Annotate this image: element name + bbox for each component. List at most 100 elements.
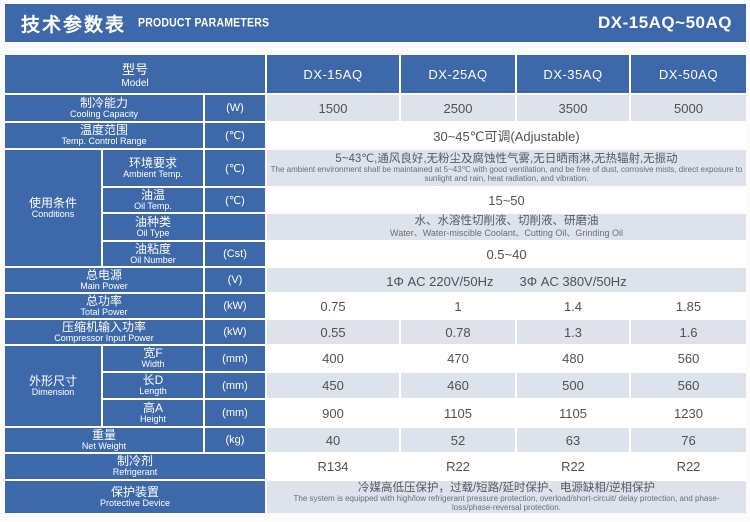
row-label-oil-type: 油种类 Oil Type	[103, 214, 203, 240]
title-bar: 技术参数表 PRODUCT PARAMETERS DX-15AQ~50AQ	[5, 4, 746, 42]
value-cell: 500	[517, 373, 629, 398]
label-en: Temp. Control Range	[61, 136, 147, 147]
unit-cell: (℃)	[205, 123, 265, 148]
model-name: DX-15AQ	[267, 55, 399, 93]
merged-value: 15~50	[267, 188, 746, 212]
row-label-total-power: 总功率 Total Power	[5, 294, 203, 318]
label-cn: 制冷剂	[116, 454, 153, 469]
group-dimension: 外形尺寸 Dimension	[5, 346, 101, 426]
value-cell: 400	[267, 346, 399, 371]
label-cn: 总功率	[85, 294, 122, 308]
group-label-cn: 外形尺寸	[28, 373, 77, 388]
row-label-weight: 重量 Net Weight	[5, 428, 203, 452]
model-name: DX-35AQ	[517, 55, 629, 93]
value-cell: 1230	[631, 400, 746, 426]
label-cn: 长D	[142, 373, 164, 388]
merged-value: 0.5~40	[267, 242, 746, 266]
value-cell: 560	[631, 373, 746, 398]
merged-value-ambient: 5~43℃,通风良好,无粉尘及腐蚀性气雾,无日晒雨淋,无热辐射,无振动 The …	[267, 150, 746, 186]
label-cn: 温度范围	[79, 123, 128, 138]
row-label-ambient: 环境要求 Ambient Temp.	[103, 150, 203, 186]
unit-cell: (kW)	[205, 320, 265, 344]
row-label-cooling: 制冷能力 Cooling Capacity	[5, 95, 203, 121]
label-cn: 总电源	[85, 268, 122, 282]
label-en: Height	[139, 413, 166, 424]
unit-cell: (V)	[205, 268, 265, 292]
value-cell: 1105	[517, 400, 629, 426]
page-title: 技术参数表	[21, 14, 127, 36]
row-label-refrigerant: 制冷剂 Refrigerant	[5, 454, 265, 479]
merged-cn: 5~43℃,通风良好,无粉尘及腐蚀性气雾,无日晒雨淋,无热辐射,无振动	[335, 152, 678, 165]
unit-cell: (kg)	[205, 428, 265, 452]
merged-en: The ambient environment shall be maintai…	[270, 164, 743, 183]
unit-cell: (℃)	[205, 150, 265, 186]
label-cn: 压缩机输入功率	[61, 320, 146, 334]
row-label-oil-number: 油粘度 Oil Number	[103, 242, 203, 266]
merged-cn: 冷媒高低压保护，过载/短路/延时保护、电源缺相/逆相保护	[357, 481, 656, 494]
unit-cell: (mm)	[205, 400, 265, 426]
label-en: Width	[141, 359, 165, 370]
value-cell: 0.75	[267, 294, 399, 318]
value-cell: 1	[401, 294, 515, 318]
label-en: Oil Number	[130, 254, 176, 265]
row-label-length: 长D Length	[103, 373, 203, 398]
value-cell: R22	[631, 454, 746, 479]
value-cell: 1.4	[517, 294, 629, 318]
merged-en: The system is equipped with high/low ref…	[293, 493, 720, 512]
value-cell: 460	[401, 373, 515, 398]
label-cn: 油温	[140, 188, 165, 202]
value-cell: 1105	[401, 400, 515, 426]
label-cn: 高A	[142, 400, 163, 415]
unit-cell: (℃)	[205, 188, 265, 212]
unit-cell: (mm)	[205, 346, 265, 371]
parameters-table: 型号 Model DX-15AQ DX-25AQ DX-35AQ DX-50AQ…	[5, 55, 746, 513]
model-header: 型号 Model	[5, 55, 265, 93]
label-cn: 保护装置	[110, 484, 159, 499]
value-cell: 0.55	[267, 320, 399, 344]
page-subtitle: PRODUCT PARAMETERS	[138, 16, 270, 30]
label-en: Net Weight	[81, 440, 127, 451]
value-cell: R134	[267, 454, 399, 479]
merged-en: Water、Water-miscible Coolant、Cutting Oil…	[390, 227, 623, 238]
model-range: DX-15AQ~50AQ	[597, 13, 732, 32]
group-conditions: 使用条件 Conditions	[5, 150, 101, 266]
model-name: DX-25AQ	[401, 55, 515, 93]
value-cell: 76	[631, 428, 746, 452]
label-cn: 制冷能力	[79, 95, 128, 110]
value-cell: 560	[631, 346, 746, 371]
label-en: Oil Temp.	[134, 200, 172, 211]
model-label-cn: 型号	[121, 62, 148, 77]
label-en: Ambient Temp.	[123, 168, 183, 179]
label-en: Main Power	[80, 280, 128, 291]
unit-cell: (kW)	[205, 294, 265, 318]
group-label-en: Dimension	[31, 386, 75, 397]
label-en: Oil Type	[136, 227, 170, 238]
value-cell: 2500	[401, 95, 515, 121]
label-en: Length	[139, 386, 167, 397]
label-cn: 油种类	[134, 214, 171, 229]
merged-value: 30~45℃可调(Adjustable)	[267, 123, 746, 148]
label-en: Cooling Capacity	[69, 108, 139, 119]
label-cn: 宽F	[143, 346, 163, 361]
row-label-width: 宽F Width	[103, 346, 203, 371]
value-cell: 52	[401, 428, 515, 452]
value-cell: 1500	[267, 95, 399, 121]
unit-cell: (W)	[205, 95, 265, 121]
model-label-en: Model	[121, 78, 149, 89]
label-en: Total Power	[80, 306, 128, 317]
value-cell: 1.6	[631, 320, 746, 344]
value-cell: 40	[267, 428, 399, 452]
merged-cn: 水、水溶性切削液、切削液、研磨油	[414, 215, 599, 228]
unit-cell	[205, 214, 265, 240]
row-label-oil-temp: 油温 Oil Temp.	[103, 188, 203, 212]
row-label-main-power: 总电源 Main Power	[5, 268, 203, 292]
value-cell: 0.78	[401, 320, 515, 344]
value-cell: R22	[517, 454, 629, 479]
label-cn: 油粘度	[134, 242, 171, 256]
group-label-en: Conditions	[31, 208, 75, 219]
row-label-height: 高A Height	[103, 400, 203, 426]
value-cell: 1.3	[517, 320, 629, 344]
label-cn: 重量	[91, 428, 116, 442]
row-label-compressor: 压缩机输入功率 Compressor Input Power	[5, 320, 203, 344]
